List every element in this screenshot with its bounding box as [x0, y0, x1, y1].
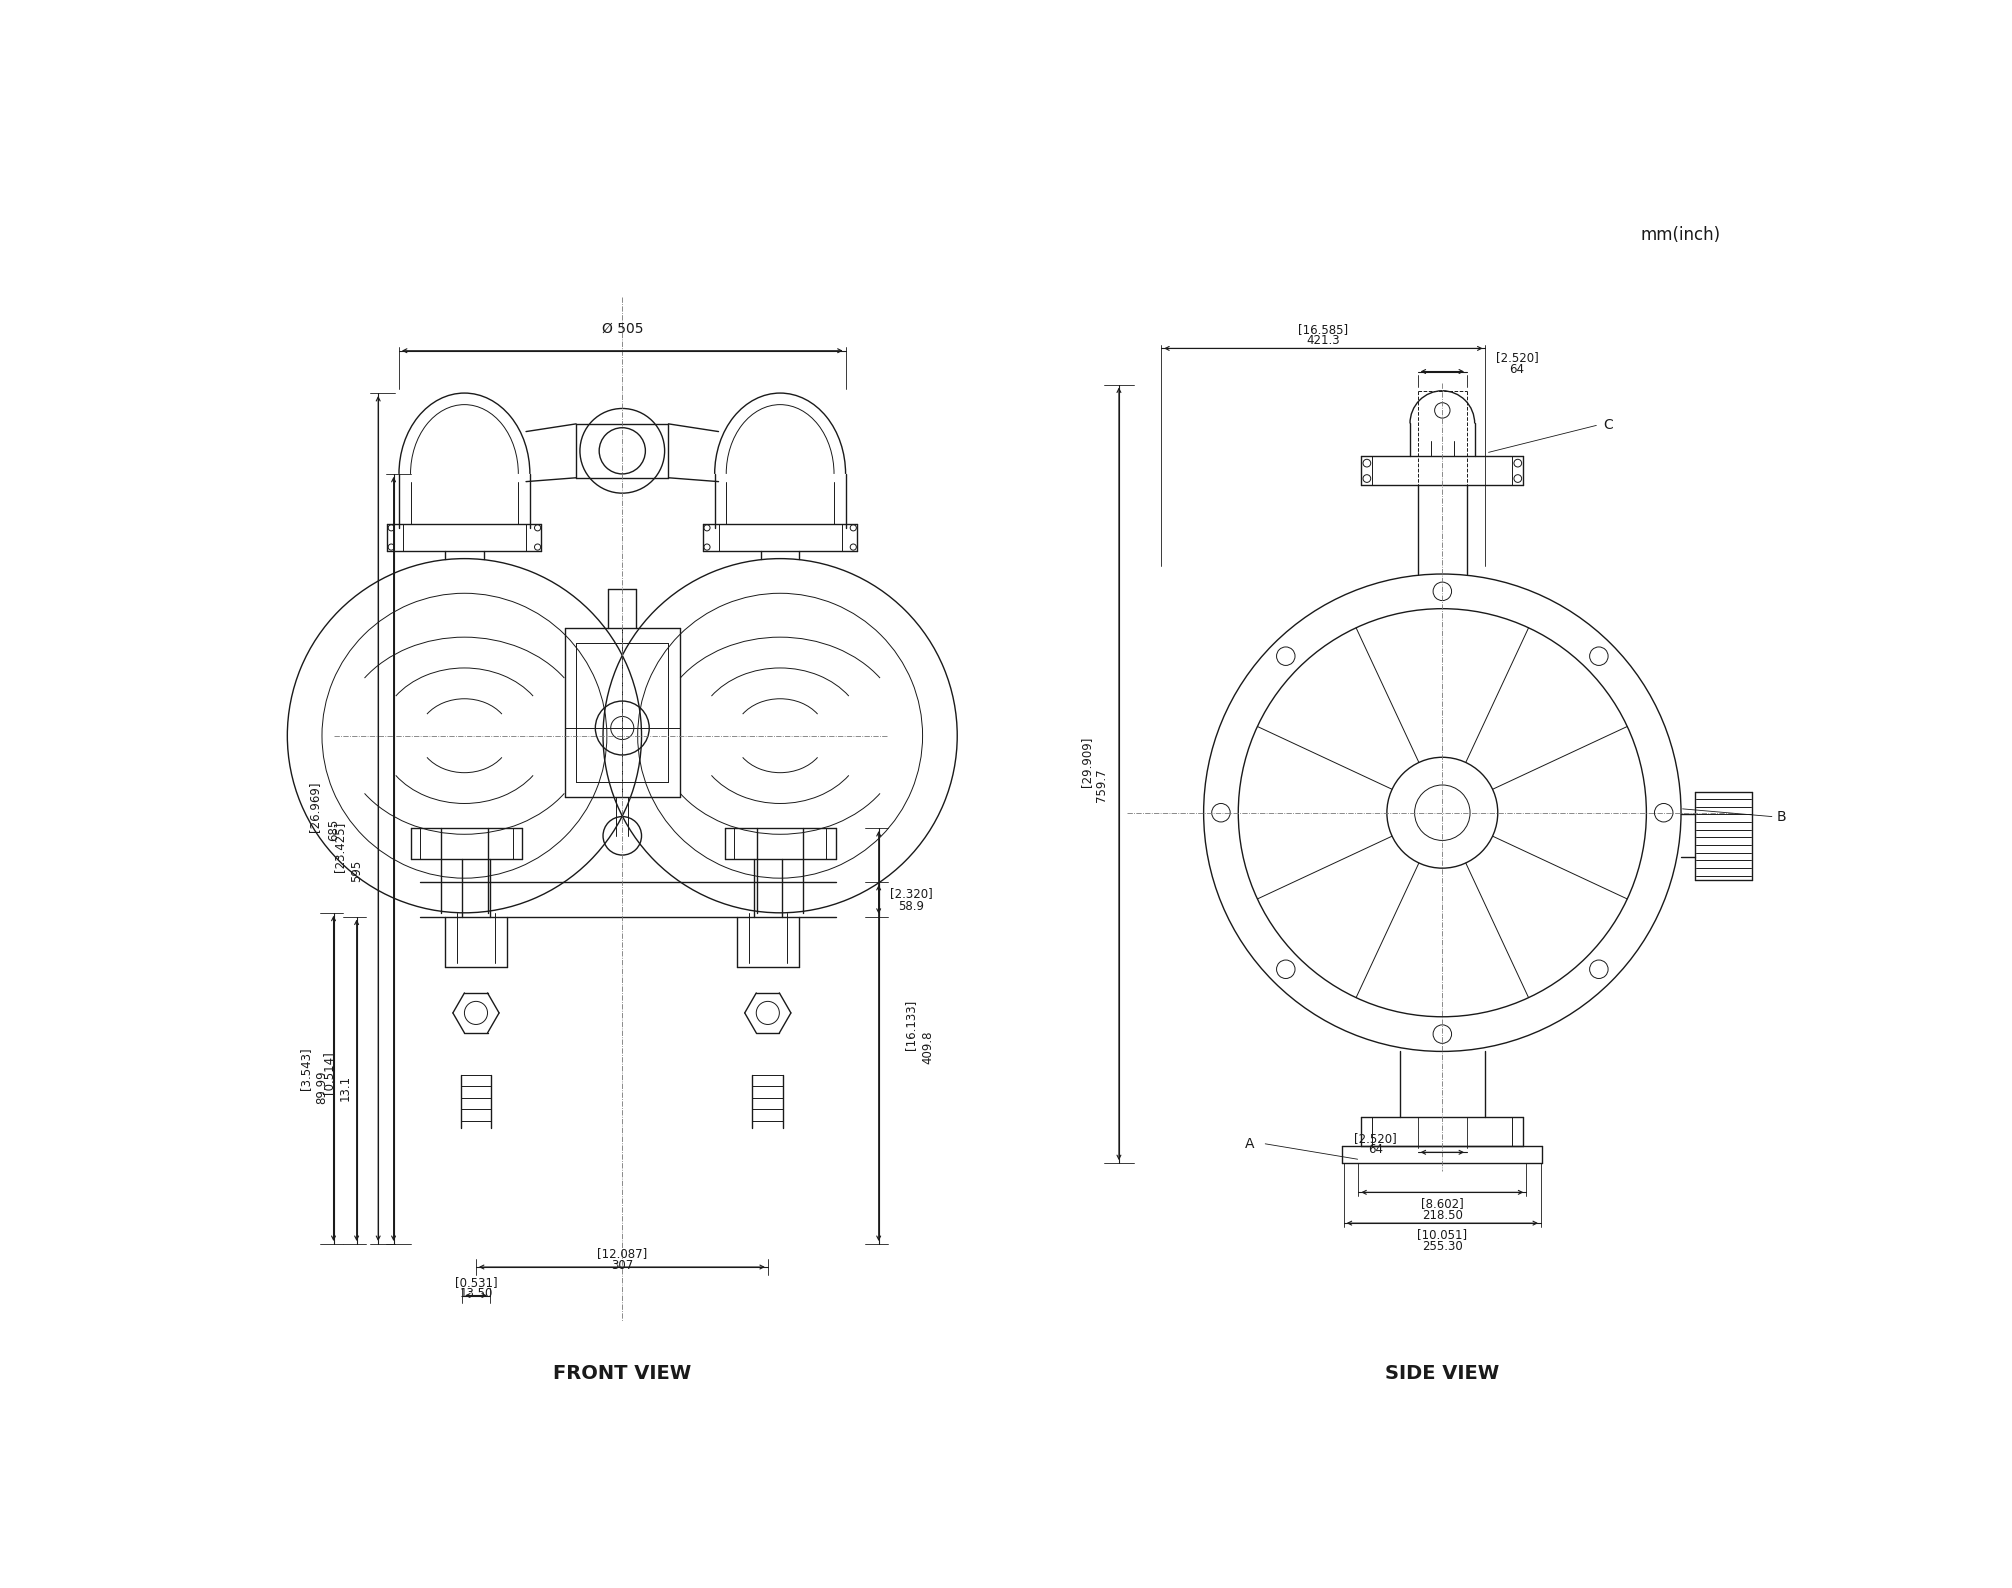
Text: 421.3: 421.3: [1306, 333, 1340, 348]
Text: [10.051]: [10.051]: [1416, 1228, 1467, 1242]
Text: [29.909]: [29.909]: [1080, 737, 1093, 788]
Text: 218.50: 218.50: [1422, 1208, 1463, 1221]
Text: [12.087]: [12.087]: [598, 1248, 648, 1261]
Text: A: A: [1245, 1137, 1255, 1151]
Text: 759.7: 759.7: [1095, 769, 1109, 802]
Text: [2.520]: [2.520]: [1495, 351, 1539, 364]
Text: 89.99: 89.99: [316, 1070, 328, 1104]
Text: [8.602]: [8.602]: [1420, 1197, 1463, 1210]
Text: [23.425]: [23.425]: [334, 823, 346, 872]
Text: mm(inch): mm(inch): [1642, 225, 1720, 245]
Text: 255.30: 255.30: [1422, 1240, 1463, 1253]
Text: Ø 505: Ø 505: [602, 321, 644, 335]
Text: 64: 64: [1509, 362, 1525, 376]
Text: [0.531]: [0.531]: [455, 1275, 497, 1289]
Text: 13.50: 13.50: [459, 1288, 493, 1301]
Text: [2.320]: [2.320]: [889, 888, 932, 900]
Text: 409.8: 409.8: [921, 1031, 934, 1064]
Text: [2.520]: [2.520]: [1354, 1132, 1396, 1145]
Text: C: C: [1604, 418, 1614, 432]
Text: [16.133]: [16.133]: [905, 999, 917, 1050]
Text: [26.969]: [26.969]: [308, 781, 320, 832]
Text: 595: 595: [350, 859, 362, 881]
Text: [0.514]: [0.514]: [322, 1051, 336, 1094]
Text: 13.1: 13.1: [338, 1075, 352, 1100]
Text: [16.585]: [16.585]: [1298, 322, 1348, 335]
Text: 64: 64: [1368, 1143, 1382, 1156]
Text: 307: 307: [612, 1259, 634, 1272]
Text: SIDE VIEW: SIDE VIEW: [1384, 1364, 1499, 1383]
Text: 58.9: 58.9: [897, 900, 924, 913]
Text: 685: 685: [328, 819, 340, 842]
Text: FRONT VIEW: FRONT VIEW: [553, 1364, 692, 1383]
Text: [3.543]: [3.543]: [300, 1048, 312, 1091]
Text: B: B: [1777, 810, 1787, 824]
